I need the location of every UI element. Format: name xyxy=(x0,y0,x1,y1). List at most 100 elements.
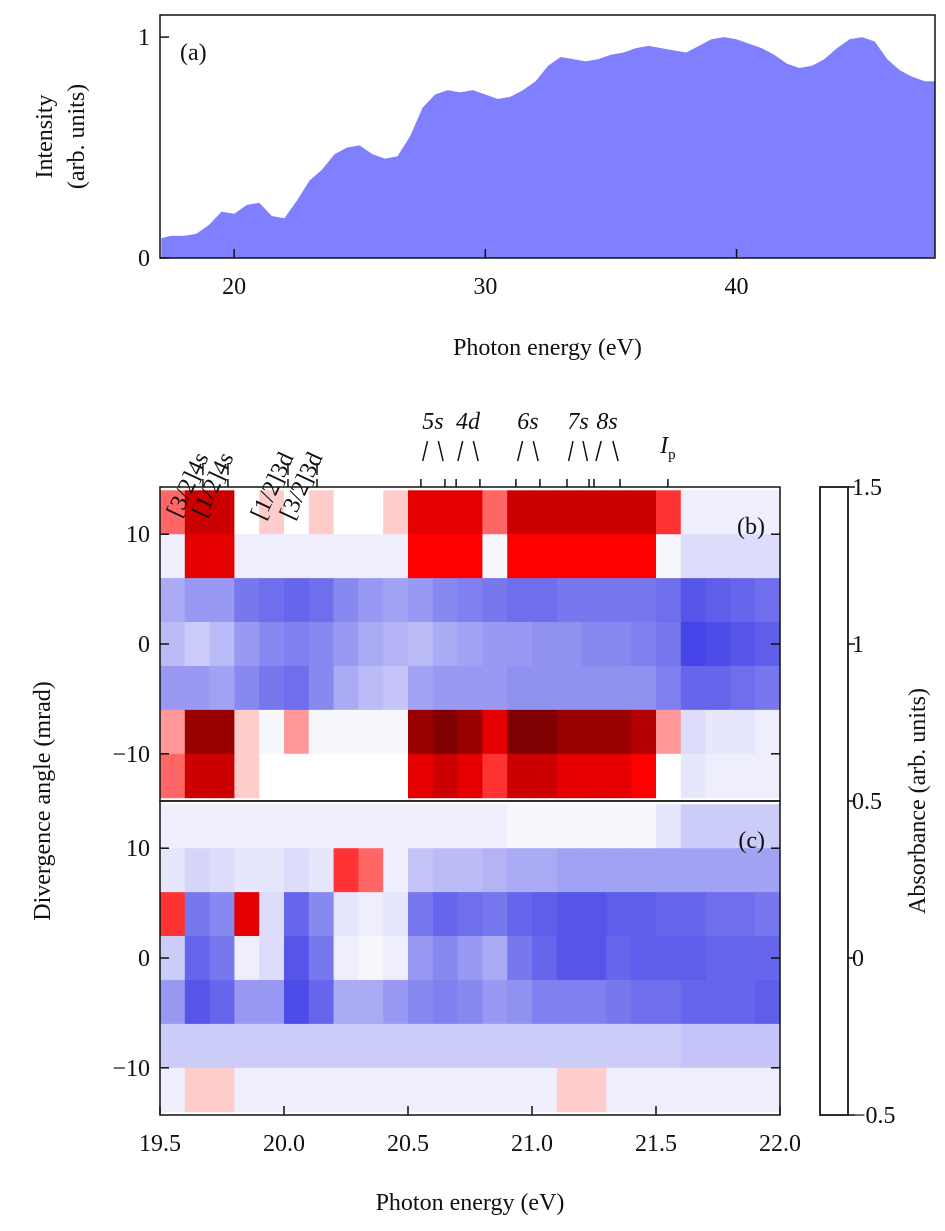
heatmap-cell xyxy=(160,709,186,755)
heatmap-cell xyxy=(482,665,508,711)
annotation-connector xyxy=(457,440,464,462)
heatmap-cell xyxy=(358,534,384,579)
heatmap-cell xyxy=(507,804,533,849)
heatmap-cell xyxy=(184,665,211,711)
heatmap-cell xyxy=(581,892,607,937)
heatmap-cell xyxy=(730,1023,756,1069)
heatmap-cell xyxy=(259,709,285,755)
plot-frame xyxy=(159,14,936,259)
y-tick-label: 0 xyxy=(138,632,150,658)
heatmap-cell xyxy=(358,804,384,849)
heatmap-cell xyxy=(457,753,483,799)
heatmap-cell xyxy=(507,490,533,535)
heatmap-cell xyxy=(507,892,533,937)
heatmap-cell xyxy=(730,892,756,937)
heatmap-cell xyxy=(556,936,583,981)
heatmap-cell xyxy=(408,936,434,981)
heatmap-cell xyxy=(631,979,657,1025)
heatmap-cell xyxy=(705,665,731,711)
y-axis-label: Intensity xyxy=(32,95,58,179)
y-tick-label: 0 xyxy=(138,246,150,272)
colorbar xyxy=(819,486,849,1116)
heatmap-cell xyxy=(358,753,384,799)
heatmap-cell xyxy=(656,709,682,755)
heatmap-cell xyxy=(656,1023,682,1069)
heatmap-cell xyxy=(184,490,211,535)
heatmap-cell xyxy=(333,578,359,623)
heatmap-cell xyxy=(184,534,211,579)
heatmap-cell xyxy=(680,534,707,579)
heatmap-cell xyxy=(656,936,682,981)
heatmap-cell xyxy=(383,665,409,711)
heatmap-cell xyxy=(432,1067,459,1113)
heatmap-cell xyxy=(234,979,260,1025)
x-tick-label: 40 xyxy=(725,274,749,300)
annotation-connector xyxy=(532,440,539,462)
heatmap-cell xyxy=(308,892,335,937)
heatmap-cell xyxy=(333,1023,359,1069)
heatmap-cell xyxy=(408,578,434,623)
heatmap-cell xyxy=(532,622,558,667)
annotation-connector xyxy=(612,440,619,462)
heatmap-cell xyxy=(556,665,583,711)
heatmap-cell xyxy=(606,578,632,623)
heatmap-cell xyxy=(259,753,285,799)
heatmap-cell xyxy=(432,490,459,535)
panel-label: (a) xyxy=(180,40,207,66)
heatmap-cell xyxy=(259,665,285,711)
heatmap-cell xyxy=(457,622,483,667)
area xyxy=(161,37,935,258)
heatmap-cell xyxy=(308,622,335,667)
heatmap-cell xyxy=(581,665,607,711)
heatmap-cell xyxy=(457,804,483,849)
annotation-label: 6s xyxy=(517,409,538,435)
annotation-connector xyxy=(567,440,574,462)
heatmap-cell xyxy=(160,753,186,799)
heatmap-cell xyxy=(308,665,335,711)
heatmap-cell xyxy=(209,979,235,1025)
heatmap-cell xyxy=(507,534,533,579)
heatmap-cell xyxy=(184,1067,211,1113)
heatmap-cell xyxy=(507,936,533,981)
annotation-label: 5s xyxy=(422,409,443,435)
heatmap-cell xyxy=(606,979,632,1025)
heatmap-cell xyxy=(457,709,483,755)
heatmap-cell xyxy=(284,848,310,893)
heatmap-cell xyxy=(308,1023,335,1069)
heatmap-cell xyxy=(730,534,756,579)
heatmap-cell xyxy=(482,1023,508,1069)
heatmap-cell xyxy=(184,578,211,623)
heatmap-cell xyxy=(705,936,731,981)
heatmap-cell xyxy=(606,936,632,981)
heatmap-cell xyxy=(507,709,533,755)
heatmap-cell xyxy=(333,936,359,981)
heatmap-cell xyxy=(160,1023,186,1069)
heatmap-cell xyxy=(383,1067,409,1113)
heatmap-cell xyxy=(581,534,607,579)
annotation-label: 8s xyxy=(596,409,617,435)
heatmap-cell xyxy=(308,848,335,893)
heatmap-cell xyxy=(656,848,682,893)
heatmap-cell xyxy=(234,1023,260,1069)
heatmap-cell xyxy=(631,936,657,981)
heatmap-cell xyxy=(209,622,235,667)
heatmap-cell xyxy=(680,665,707,711)
x-tick-label: 20.5 xyxy=(387,1131,429,1157)
y-axis-label: Divergence angle (mrad) xyxy=(30,681,56,920)
heatmap-cell xyxy=(284,979,310,1025)
heatmap-cell xyxy=(606,1067,632,1113)
heatmap-cell xyxy=(606,534,632,579)
heatmap-cell xyxy=(457,892,483,937)
heatmap-cell xyxy=(160,490,186,535)
x-tick-label: 20.0 xyxy=(263,1131,305,1157)
heatmap-cell xyxy=(333,848,359,893)
heatmap-cell xyxy=(581,709,607,755)
heatmap-cell xyxy=(631,490,657,535)
heatmap-cell xyxy=(680,709,707,755)
heatmap-cell xyxy=(284,753,310,799)
annotation-label: 7s xyxy=(567,409,588,435)
heatmap-cell xyxy=(705,1067,731,1113)
heatmap-cell xyxy=(259,622,285,667)
heatmap-cell xyxy=(358,622,384,667)
